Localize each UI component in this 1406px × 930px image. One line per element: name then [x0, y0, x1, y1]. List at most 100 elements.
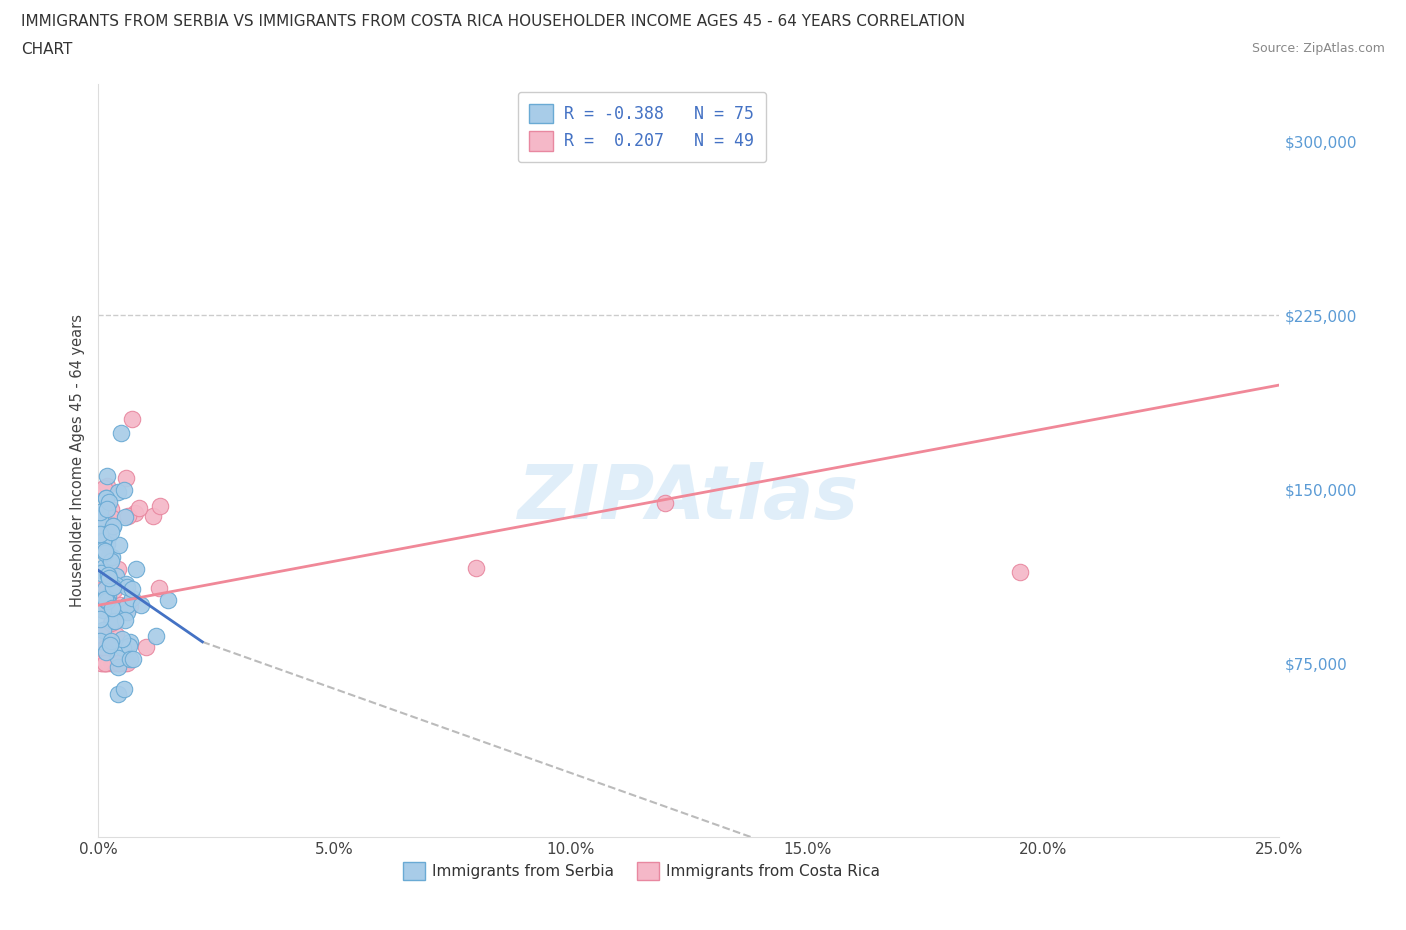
- Point: [100, 616, 122, 631]
- Point: [93, 559, 115, 574]
- Y-axis label: Householder Income Ages 45 - 64 years: Householder Income Ages 45 - 64 years: [70, 313, 86, 607]
- Point: [142, 509, 165, 524]
- Point: [90, 628, 112, 643]
- Point: [465, 561, 488, 576]
- Point: [96, 469, 118, 484]
- Point: [110, 426, 132, 441]
- Point: [100, 614, 122, 629]
- Point: [97, 589, 120, 604]
- Point: [105, 578, 128, 592]
- Point: [94, 544, 117, 559]
- Point: [107, 686, 129, 701]
- Point: [115, 471, 138, 485]
- Point: [101, 519, 124, 534]
- Point: [91, 564, 114, 578]
- Point: [118, 638, 141, 653]
- Point: [94, 656, 117, 671]
- Point: [89, 611, 111, 626]
- Point: [96, 490, 118, 505]
- Point: [107, 562, 129, 577]
- Point: [97, 594, 120, 609]
- Legend: Immigrants from Serbia, Immigrants from Costa Rica: Immigrants from Serbia, Immigrants from …: [396, 856, 886, 886]
- Point: [654, 495, 676, 510]
- Point: [101, 550, 124, 565]
- Point: [115, 577, 138, 591]
- Point: [118, 599, 141, 614]
- Point: [96, 593, 118, 608]
- Point: [96, 582, 118, 597]
- Point: [101, 656, 124, 671]
- Point: [101, 579, 124, 594]
- Point: [93, 595, 115, 610]
- Point: [107, 660, 129, 675]
- Point: [145, 629, 167, 644]
- Point: [100, 501, 122, 516]
- Point: [148, 581, 170, 596]
- Point: [115, 656, 138, 671]
- Point: [114, 509, 136, 524]
- Point: [104, 628, 127, 643]
- Point: [114, 656, 136, 671]
- Point: [115, 604, 138, 619]
- Point: [156, 592, 179, 607]
- Point: [93, 536, 115, 551]
- Point: [125, 562, 148, 577]
- Point: [115, 597, 138, 612]
- Point: [100, 600, 122, 615]
- Point: [100, 525, 122, 539]
- Text: Source: ZipAtlas.com: Source: ZipAtlas.com: [1251, 42, 1385, 55]
- Point: [107, 485, 129, 499]
- Point: [120, 634, 142, 649]
- Point: [117, 509, 139, 524]
- Point: [96, 502, 118, 517]
- Point: [120, 651, 142, 666]
- Point: [89, 526, 111, 541]
- Point: [149, 499, 172, 514]
- Point: [107, 651, 129, 666]
- Point: [111, 631, 134, 646]
- Point: [97, 550, 120, 565]
- Point: [96, 593, 118, 608]
- Point: [91, 603, 114, 618]
- Point: [100, 656, 122, 671]
- Point: [97, 495, 120, 510]
- Point: [104, 614, 127, 629]
- Point: [98, 570, 121, 585]
- Point: [94, 582, 117, 597]
- Point: [107, 538, 129, 552]
- Point: [91, 534, 114, 549]
- Point: [128, 501, 150, 516]
- Point: [90, 656, 112, 671]
- Point: [112, 682, 135, 697]
- Point: [101, 511, 124, 525]
- Point: [96, 478, 118, 493]
- Point: [94, 641, 117, 656]
- Point: [97, 656, 120, 671]
- Point: [1008, 565, 1031, 579]
- Point: [94, 656, 117, 671]
- Point: [114, 613, 136, 628]
- Point: [101, 518, 124, 533]
- Point: [115, 579, 138, 594]
- Point: [90, 656, 112, 671]
- Point: [135, 640, 157, 655]
- Point: [90, 534, 112, 549]
- Point: [112, 483, 135, 498]
- Point: [100, 553, 122, 568]
- Point: [94, 656, 117, 671]
- Point: [89, 518, 111, 533]
- Point: [103, 656, 125, 671]
- Point: [90, 565, 112, 580]
- Point: [89, 505, 111, 520]
- Point: [89, 511, 111, 525]
- Text: IMMIGRANTS FROM SERBIA VS IMMIGRANTS FROM COSTA RICA HOUSEHOLDER INCOME AGES 45 : IMMIGRANTS FROM SERBIA VS IMMIGRANTS FRO…: [21, 14, 965, 29]
- Point: [111, 641, 134, 656]
- Point: [96, 530, 118, 545]
- Point: [94, 645, 117, 660]
- Point: [94, 591, 117, 606]
- Point: [96, 537, 118, 551]
- Point: [97, 582, 120, 597]
- Point: [89, 512, 111, 526]
- Point: [105, 569, 128, 584]
- Point: [104, 605, 127, 620]
